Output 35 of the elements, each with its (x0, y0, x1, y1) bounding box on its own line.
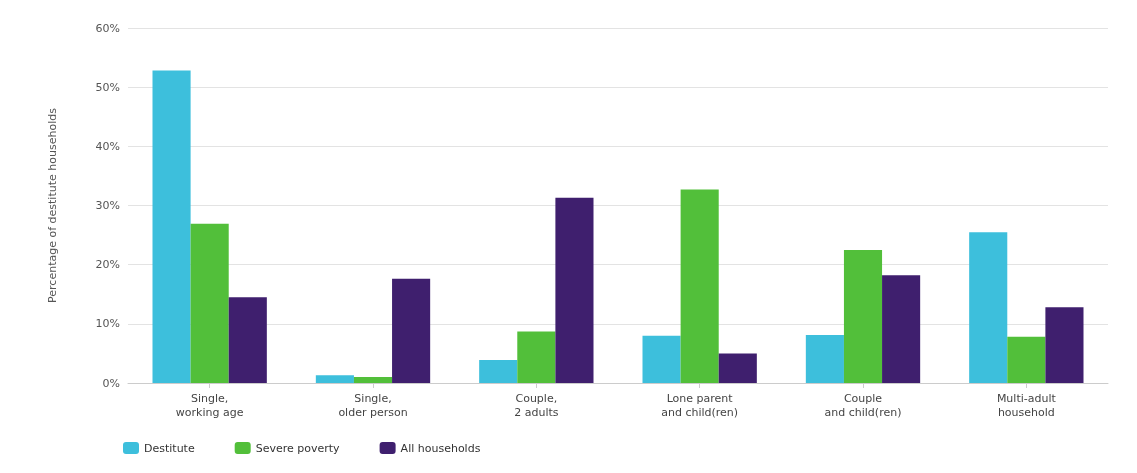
bar (228, 297, 267, 383)
x-tick-label: Couple, 2 adults (514, 391, 559, 419)
bar (1007, 336, 1046, 383)
x-tick-label: Couple and child(ren) (824, 391, 902, 419)
y-axis-title: Percentage of destitute households (46, 107, 59, 303)
bar (353, 377, 393, 383)
bar (642, 335, 681, 383)
y-tick-label: 50% (95, 80, 120, 94)
y-tick-label: 40% (95, 139, 120, 153)
bar (392, 278, 431, 383)
bar (152, 70, 191, 383)
x-tick-label: Multi-adult household (996, 391, 1057, 419)
bar (680, 189, 719, 383)
bar (718, 353, 757, 383)
bar (555, 197, 594, 383)
x-tick-label: Single, working age (175, 391, 244, 419)
bar (315, 375, 354, 383)
x-tick-label: Single, older person (338, 391, 408, 419)
bar (517, 331, 556, 383)
y-tick-label: 10% (95, 317, 120, 331)
legend-label: Destitute (144, 441, 195, 455)
bar (882, 275, 921, 383)
y-tick-label: 0% (102, 376, 120, 390)
y-tick-label: 20% (95, 258, 120, 272)
y-tick-label: 30% (95, 199, 120, 212)
bar (1045, 307, 1084, 383)
bar (969, 232, 1008, 383)
bar (805, 335, 844, 383)
bar (190, 223, 229, 383)
y-tick-label: 60% (95, 21, 120, 35)
bar (843, 249, 883, 383)
bar (479, 359, 518, 383)
legend-label: Severe poverty (255, 441, 341, 455)
legend-label: All households (400, 441, 481, 455)
x-tick-label: Lone parent and child(ren) (661, 391, 739, 419)
